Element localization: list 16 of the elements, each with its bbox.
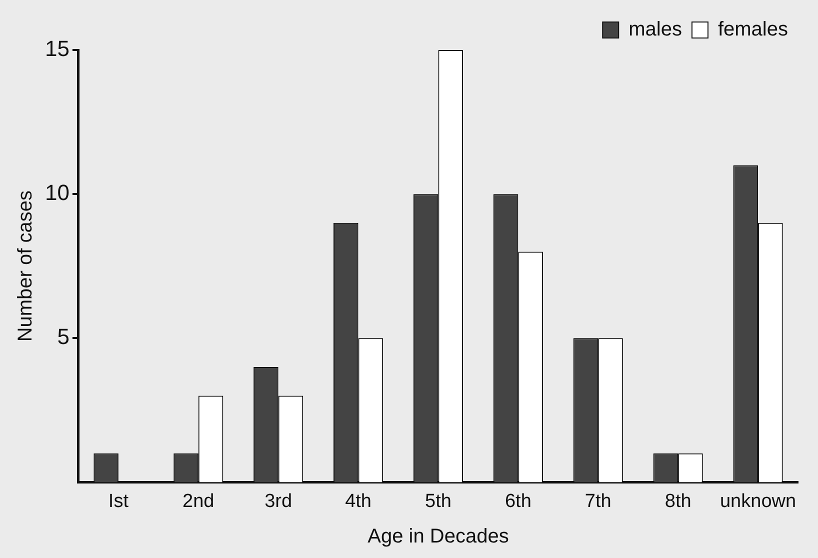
x-tick-label: 7th — [584, 490, 612, 512]
x-tick-label: 6th — [504, 490, 532, 512]
x-tick-label: 3rd — [264, 490, 292, 512]
legend-label: males — [628, 18, 682, 41]
x-tick-label: 5th — [425, 490, 452, 512]
x-tick-label: unknown — [720, 490, 796, 512]
y-tick-label: 5 — [57, 324, 70, 350]
y-axis-title: Number of cases — [14, 190, 37, 342]
x-tick-label: 2nd — [182, 490, 214, 512]
x-axis-title: Age in Decades — [368, 526, 509, 548]
legend-label: females — [718, 18, 788, 41]
y-tick-label: 15 — [44, 36, 70, 62]
x-tick-label: 8th — [664, 490, 692, 512]
y-tick-label: 10 — [44, 180, 70, 206]
x-tick-label: 4th — [345, 490, 372, 512]
x-tick-label: Ist — [108, 490, 130, 512]
